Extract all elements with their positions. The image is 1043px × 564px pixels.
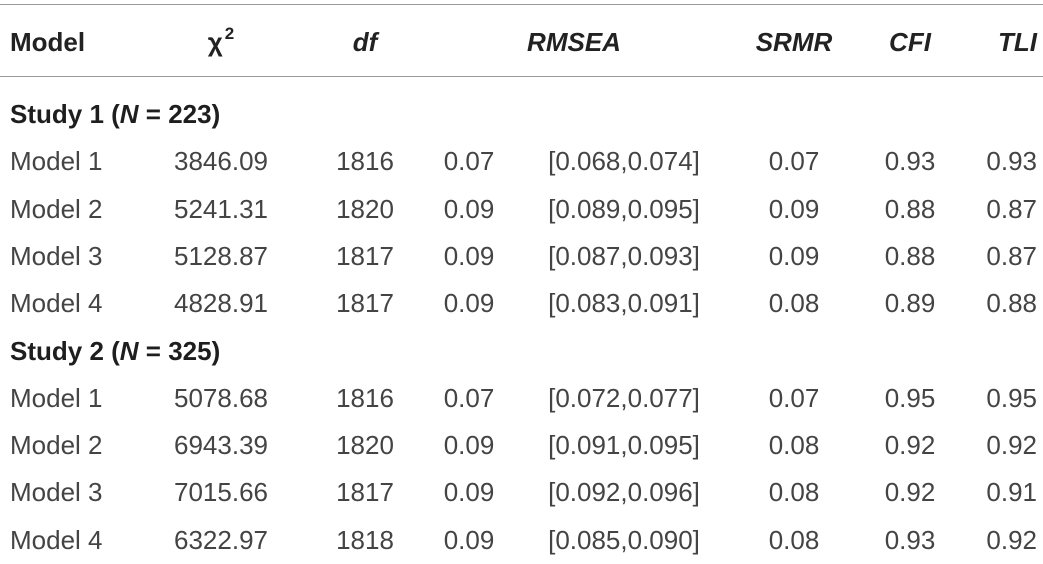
table-row: Model 2 6943.39 1820 0.09 [0.091,0.095] 0.08 0… bbox=[0, 421, 1043, 469]
tli-cell: 0.92 bbox=[986, 524, 1037, 555]
table-row: Model 3 5128.87 1817 0.09 [0.087,0.093] 0.09 0… bbox=[0, 232, 1043, 280]
tli-cell: 0.92 bbox=[986, 430, 1037, 461]
tli-cell: 0.91 bbox=[986, 477, 1037, 508]
rmsea-cell: 0.09 bbox=[443, 288, 495, 319]
rmsea-cell: 0.09 bbox=[443, 193, 495, 224]
tli-cell: 0.87 bbox=[986, 193, 1037, 224]
df-cell: 1820 bbox=[336, 430, 394, 461]
table-row: Model 1 3846.09 1816 0.07 [0.068,0.074] 0.07 0… bbox=[0, 137, 1043, 185]
rmsea-ci-cell: [0.091,0.095] bbox=[548, 430, 700, 461]
chi-square-cell: 6943.39 bbox=[174, 430, 268, 461]
rmsea-ci-cell: [0.089,0.095] bbox=[548, 193, 700, 224]
cfi-cell: 0.92 bbox=[884, 430, 936, 461]
chi-square-cell: 4828.91 bbox=[174, 288, 268, 319]
srmr-cell: 0.08 bbox=[768, 288, 820, 319]
rmsea-ci-cell: [0.085,0.090] bbox=[548, 524, 700, 555]
df-cell: 1817 bbox=[336, 240, 394, 271]
header-tli: TLI bbox=[998, 27, 1037, 57]
table-row: Model 4 6322.97 1818 0.09 [0.085,0.090] 0.08 0… bbox=[0, 516, 1043, 564]
study-label: Study 2 (N = 325) bbox=[10, 335, 221, 366]
df-cell: 1816 bbox=[336, 146, 394, 177]
cfi-cell: 0.93 bbox=[884, 146, 936, 177]
srmr-cell: 0.07 bbox=[768, 146, 820, 177]
model-cell: Model 3 bbox=[10, 240, 103, 271]
table-row: Model 2 5241.31 1820 0.09 [0.089,0.095] 0.09 0… bbox=[0, 185, 1043, 233]
header-df: df bbox=[352, 27, 378, 57]
rmsea-cell: 0.09 bbox=[443, 524, 495, 555]
rmsea-cell: 0.07 bbox=[443, 382, 495, 413]
header-cfi: CFI bbox=[889, 27, 931, 57]
cfi-cell: 0.88 bbox=[884, 193, 936, 224]
header-rule bbox=[0, 76, 1043, 77]
table-row: Model 3 7015.66 1817 0.09 [0.092,0.096] 0.08 0… bbox=[0, 468, 1043, 516]
study-heading: Study 2 (N = 325) bbox=[0, 327, 1043, 375]
tli-cell: 0.93 bbox=[986, 146, 1037, 177]
table-row: Model 4 4828.91 1817 0.09 [0.083,0.091] 0.08 0… bbox=[0, 279, 1043, 327]
rmsea-ci-cell: [0.068,0.074] bbox=[548, 146, 700, 177]
model-cell: Model 3 bbox=[10, 477, 103, 508]
rmsea-ci-cell: [0.092,0.096] bbox=[548, 477, 700, 508]
chi-square-cell: 7015.66 bbox=[174, 477, 268, 508]
chi-square-cell: 6322.97 bbox=[174, 524, 268, 555]
rmsea-cell: 0.09 bbox=[443, 477, 495, 508]
chi-square-cell: 3846.09 bbox=[174, 146, 268, 177]
tli-cell: 0.87 bbox=[986, 240, 1037, 271]
rmsea-cell: 0.09 bbox=[443, 240, 495, 271]
header-rmsea: RMSEA bbox=[527, 27, 621, 57]
srmr-cell: 0.09 bbox=[768, 193, 820, 224]
study-label: Study 1 (N = 223) bbox=[10, 99, 221, 129]
chi-square-cell: 5241.31 bbox=[174, 193, 268, 224]
model-cell: Model 2 bbox=[10, 193, 103, 224]
srmr-cell: 0.08 bbox=[768, 430, 820, 461]
chi-square-cell: 5078.68 bbox=[174, 382, 268, 413]
srmr-cell: 0.08 bbox=[768, 524, 820, 555]
model-cell: Model 1 bbox=[10, 146, 103, 177]
table-row: Model 1 5078.68 1816 0.07 [0.072,0.077] 0.07 0… bbox=[0, 374, 1043, 422]
df-cell: 1820 bbox=[336, 193, 394, 224]
srmr-cell: 0.07 bbox=[768, 382, 820, 413]
header-model: Model bbox=[10, 27, 86, 57]
tli-cell: 0.95 bbox=[986, 382, 1037, 413]
cfi-cell: 0.95 bbox=[884, 382, 936, 413]
rmsea-cell: 0.09 bbox=[443, 430, 495, 461]
model-cell: Model 2 bbox=[10, 430, 103, 461]
cfi-cell: 0.89 bbox=[884, 288, 936, 319]
model-cell: Model 4 bbox=[10, 288, 103, 319]
df-cell: 1818 bbox=[336, 524, 394, 555]
header-srmr: SRMR bbox=[755, 27, 833, 57]
srmr-cell: 0.09 bbox=[768, 240, 820, 271]
df-cell: 1817 bbox=[336, 288, 394, 319]
rmsea-ci-cell: [0.087,0.093] bbox=[548, 240, 700, 271]
top-rule bbox=[0, 4, 1043, 5]
rmsea-ci-cell: [0.072,0.077] bbox=[548, 382, 700, 413]
study-heading: Study 1 (N = 223) bbox=[0, 90, 1043, 138]
tli-cell: 0.88 bbox=[986, 288, 1037, 319]
rmsea-ci-cell: [0.083,0.091] bbox=[548, 288, 700, 319]
cfi-cell: 0.92 bbox=[884, 477, 936, 508]
df-cell: 1816 bbox=[336, 382, 394, 413]
rmsea-cell: 0.07 bbox=[443, 146, 495, 177]
cfi-cell: 0.88 bbox=[884, 240, 936, 271]
model-cell: Model 1 bbox=[10, 382, 103, 413]
df-cell: 1817 bbox=[336, 477, 394, 508]
cfi-cell: 0.93 bbox=[884, 524, 936, 555]
model-cell: Model 4 bbox=[10, 524, 103, 555]
srmr-cell: 0.08 bbox=[768, 477, 820, 508]
chi-square-cell: 5128.87 bbox=[174, 240, 268, 271]
